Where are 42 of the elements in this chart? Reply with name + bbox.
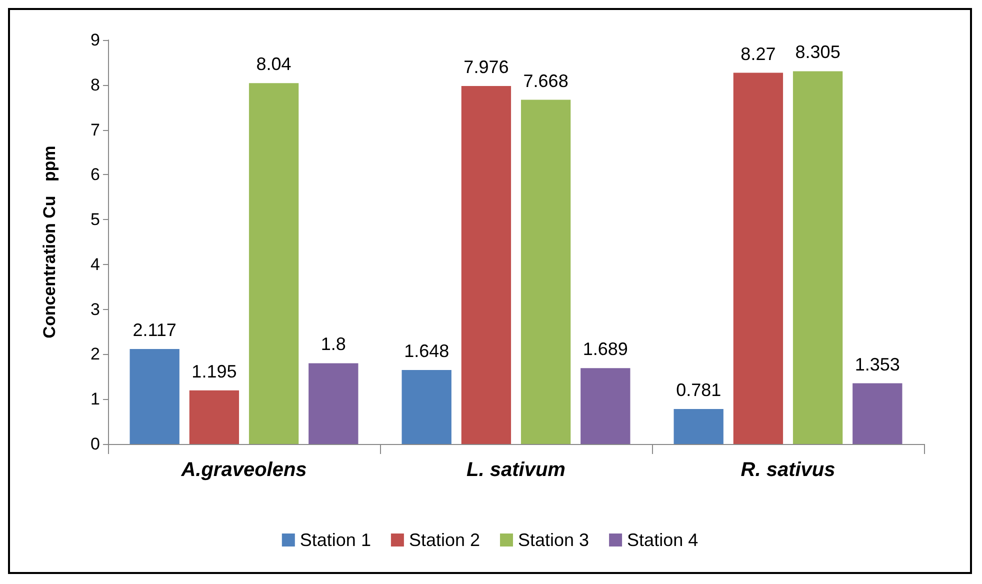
data-label: 8.305 [795, 42, 840, 62]
y-tick-label: 2 [90, 344, 100, 364]
x-tick-label: L. sativum [466, 459, 566, 481]
data-label: 2.117 [132, 320, 176, 340]
bar [461, 86, 512, 444]
x-tick-label: R. sativus [740, 459, 836, 481]
data-label: 7.976 [464, 56, 509, 77]
data-label: 8.27 [740, 44, 776, 64]
legend-label: Station 3 [518, 530, 590, 550]
y-tick-label: 1 [90, 390, 100, 409]
bar [130, 348, 180, 444]
bar [733, 72, 784, 444]
bar [580, 368, 630, 444]
bar [248, 83, 299, 444]
data-label: 1.689 [582, 339, 628, 360]
bar [520, 100, 571, 444]
y-tick-label: 9 [90, 30, 100, 50]
y-tick-label: 4 [90, 254, 100, 274]
y-tick-label: 6 [90, 165, 100, 184]
y-axis-title: Concentration Cu ppm [40, 146, 59, 338]
legend-label: Station 4 [627, 530, 698, 550]
bar [189, 390, 240, 444]
data-label: 7.668 [523, 70, 568, 91]
data-label: 1.353 [854, 354, 900, 374]
bar [674, 408, 724, 444]
y-tick-label: 7 [90, 120, 100, 140]
bar [402, 370, 452, 444]
y-tick-label: 0 [90, 434, 100, 454]
data-label: 8.04 [256, 54, 292, 74]
data-label: 1.8 [320, 334, 346, 354]
y-tick-label: 5 [90, 210, 100, 230]
bar [308, 363, 358, 444]
y-tick-label: 8 [90, 75, 100, 94]
x-tick-label: A.graveolens [180, 459, 307, 481]
y-tick-label: 3 [90, 300, 100, 319]
data-label: 0.781 [676, 380, 722, 400]
data-label: 1.648 [404, 341, 450, 362]
bar [852, 383, 902, 444]
data-label: 1.195 [192, 361, 237, 382]
legend-label: Station 1 [300, 530, 371, 550]
legend-label: Station 2 [408, 530, 480, 550]
bar [792, 71, 843, 444]
